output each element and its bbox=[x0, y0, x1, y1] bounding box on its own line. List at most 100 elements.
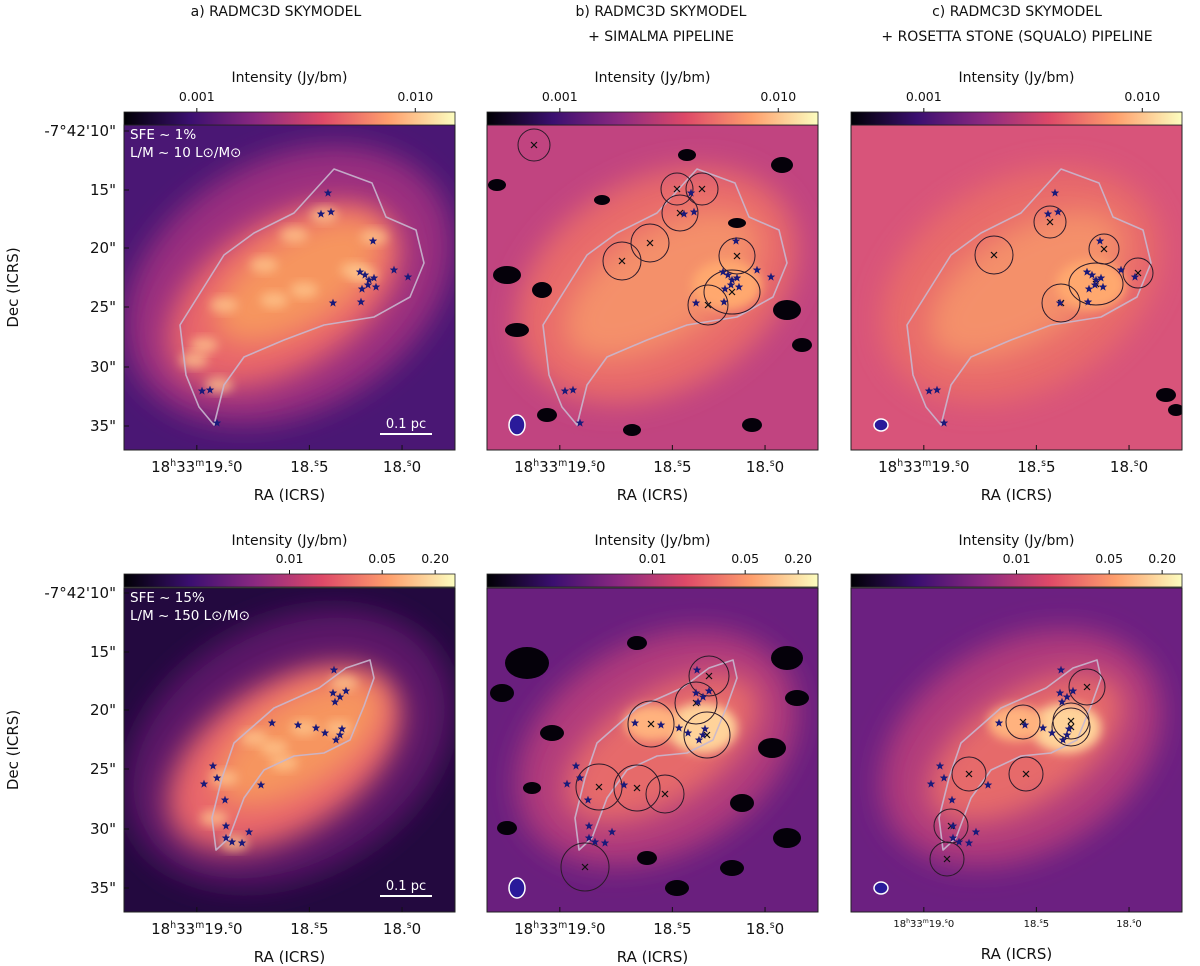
protostar-marker bbox=[1098, 282, 1108, 291]
source-aperture bbox=[951, 756, 987, 792]
source-aperture bbox=[627, 700, 675, 748]
protostar-marker bbox=[1062, 730, 1072, 739]
colorbar-label: Intensity (Jy/bm) bbox=[959, 70, 1075, 86]
protostar-marker bbox=[237, 838, 247, 847]
colorbar bbox=[850, 111, 1183, 126]
dec-tick-label: 25" bbox=[90, 298, 116, 316]
dec-tick-label: 20" bbox=[90, 701, 116, 719]
dec-tick-label: 25" bbox=[90, 760, 116, 778]
protostar-marker bbox=[1082, 267, 1092, 276]
core-center-marker bbox=[1083, 683, 1091, 691]
dec-tick-label: -7°42'10" bbox=[44, 122, 116, 140]
filament-knot bbox=[200, 810, 228, 826]
negative-residual bbox=[785, 690, 809, 706]
protostar-marker bbox=[575, 773, 585, 782]
protostar-marker bbox=[328, 688, 338, 697]
source-aperture bbox=[660, 172, 694, 206]
core-center-marker bbox=[733, 252, 741, 260]
protostar-marker bbox=[1087, 270, 1097, 279]
ra-tick-label: 18.s5 bbox=[653, 920, 691, 938]
ra-tick-label: 18h33m19.s0 bbox=[514, 458, 605, 476]
core-center-marker bbox=[633, 784, 641, 792]
protostar-marker bbox=[752, 265, 762, 274]
filament-knot bbox=[210, 297, 238, 313]
colorbar-tick-label: 0.05 bbox=[731, 551, 759, 566]
colorbar-tick-label: 0.20 bbox=[784, 551, 812, 566]
negative-residual bbox=[665, 880, 689, 896]
protostar-marker bbox=[694, 735, 704, 744]
protostar-marker bbox=[1064, 724, 1074, 733]
core-center-marker bbox=[646, 239, 654, 247]
core-center-marker bbox=[1046, 218, 1054, 226]
source-aperture bbox=[1033, 205, 1067, 239]
core-center-marker bbox=[1134, 269, 1142, 277]
column-title: c) RADMC3D SKYMODEL bbox=[932, 4, 1102, 20]
protostar-marker bbox=[331, 735, 341, 744]
core-center-marker bbox=[698, 185, 706, 193]
panels bbox=[123, 111, 1183, 913]
cloud-contour bbox=[179, 168, 425, 426]
protostar-marker bbox=[932, 385, 942, 394]
lm-annotation: L/M ~ 150 L⊙/M⊙ bbox=[130, 608, 250, 624]
column-subtitle: + ROSETTA STONE (SQUALO) PIPELINE bbox=[881, 29, 1152, 45]
negative-residual bbox=[771, 157, 793, 173]
protostar-marker bbox=[1096, 273, 1106, 282]
protostar-marker bbox=[403, 272, 413, 281]
ra-tick-label: 18.s0 bbox=[1116, 918, 1142, 930]
ra-axis-label: RA (ICRS) bbox=[981, 945, 1052, 963]
negative-residual bbox=[505, 647, 549, 679]
protostar-marker bbox=[600, 838, 610, 847]
protostar-marker bbox=[1038, 723, 1048, 732]
cloud-bright-emission bbox=[214, 216, 384, 344]
protostar-marker bbox=[719, 297, 729, 306]
filament-knot bbox=[260, 292, 288, 308]
protostar-marker bbox=[368, 236, 378, 245]
colorbar-label: Intensity (Jy/bm) bbox=[959, 533, 1075, 549]
protostar-marker bbox=[1055, 688, 1065, 697]
dec-axis-label: Dec (ICRS) bbox=[4, 247, 22, 327]
negative-residual bbox=[490, 684, 514, 702]
protostar-marker bbox=[727, 275, 737, 284]
protostar-marker bbox=[197, 386, 207, 395]
panel-frame bbox=[486, 587, 819, 913]
image-panel bbox=[486, 111, 819, 451]
colorbar-label: Intensity (Jy/bm) bbox=[595, 533, 711, 549]
ra-tick-label: 18h33m19.s0 bbox=[878, 458, 969, 476]
protostar-marker bbox=[256, 780, 266, 789]
protostar-marker bbox=[244, 827, 254, 836]
protostar-marker bbox=[692, 665, 702, 674]
negative-residual bbox=[505, 323, 529, 337]
negative-residual bbox=[627, 636, 647, 650]
protostar-marker bbox=[720, 284, 730, 293]
image-panel bbox=[850, 573, 1183, 913]
negative-residual bbox=[742, 418, 762, 432]
protostar-marker bbox=[212, 773, 222, 782]
protostar-marker bbox=[926, 779, 936, 788]
beam-ellipse bbox=[508, 877, 526, 899]
protostar-marker bbox=[220, 795, 230, 804]
source-aperture bbox=[1008, 756, 1044, 792]
cloud-contour bbox=[906, 168, 1152, 426]
ra-tick-label: 18.s0 bbox=[383, 920, 421, 938]
core-center-marker bbox=[1100, 245, 1108, 253]
protostar-marker bbox=[329, 665, 339, 674]
source-aperture bbox=[974, 235, 1014, 275]
protostar-marker bbox=[731, 236, 741, 245]
colorbar bbox=[486, 573, 819, 588]
protostar-marker bbox=[1091, 275, 1101, 284]
dec-tick-label: 20" bbox=[90, 239, 116, 257]
ra-tick-label: 18.s0 bbox=[746, 920, 784, 938]
protostar-marker bbox=[1057, 697, 1067, 706]
negative-residual bbox=[497, 821, 517, 835]
protostar-marker bbox=[356, 297, 366, 306]
source-aperture bbox=[685, 172, 719, 206]
source-aperture bbox=[674, 681, 718, 725]
bright-peak bbox=[988, 705, 1044, 741]
protostar-marker bbox=[335, 692, 345, 701]
ra-axis-label: RA (ICRS) bbox=[617, 486, 688, 504]
protostar-marker bbox=[691, 298, 701, 307]
protostar-marker bbox=[355, 267, 365, 276]
protostar-marker bbox=[330, 697, 340, 706]
negative-residual bbox=[720, 860, 744, 876]
protostar-marker bbox=[683, 728, 693, 737]
